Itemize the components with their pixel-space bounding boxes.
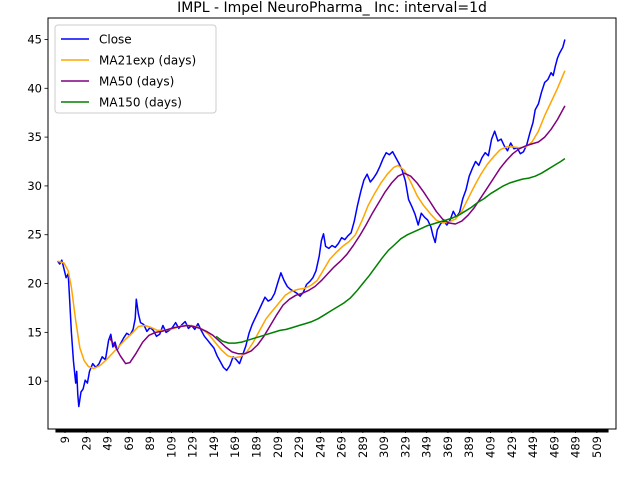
x-tick-label-15: 309 <box>377 436 391 458</box>
x-tick-label-6: 129 <box>186 436 200 458</box>
x-tick-label-20: 409 <box>483 436 497 458</box>
y-tick-label-6: 40 <box>27 81 42 95</box>
legend-label-0: Close <box>99 33 132 47</box>
x-tick-label-14: 289 <box>356 436 370 458</box>
x-tick-label-1: 29 <box>79 436 93 451</box>
y-tick-label-1: 15 <box>27 325 42 339</box>
legend-label-2: MA50 (days) <box>99 75 174 89</box>
series-line-3 <box>215 157 566 344</box>
series-line-2 <box>109 105 566 365</box>
y-tick-label-4: 30 <box>27 179 42 193</box>
x-tick-label-25: 509 <box>590 436 604 458</box>
legend-label-3: MA150 (days) <box>99 96 182 110</box>
legend-box <box>54 24 217 114</box>
x-tick-label-19: 389 <box>462 436 476 458</box>
y-tick-label-7: 45 <box>27 32 42 46</box>
x-tick-label-17: 349 <box>420 436 434 458</box>
x-tick-label-4: 89 <box>143 436 157 451</box>
x-tick-label-10: 209 <box>271 436 285 458</box>
series-line-0 <box>56 39 566 408</box>
x-tick-label-2: 49 <box>101 436 115 451</box>
y-tick-label-2: 20 <box>27 277 42 291</box>
x-tick-label-12: 249 <box>313 436 327 458</box>
x-tick-label-24: 489 <box>569 436 583 458</box>
x-axis: 9 29 49 69 89 109 129 149 169 189 209 229 249 269 289 3… <box>55 429 609 458</box>
y-tick-label-5: 35 <box>27 130 42 144</box>
x-tick-label-16: 329 <box>398 436 412 458</box>
x-tick-label-22: 449 <box>526 436 540 458</box>
x-tick-label-18: 369 <box>441 436 455 458</box>
x-tick-label-5: 109 <box>164 436 178 458</box>
series-layer <box>56 39 566 408</box>
x-tick-label-8: 169 <box>228 436 242 458</box>
series-line-1 <box>57 70 566 370</box>
x-tick-label-0: 9 <box>58 436 72 443</box>
x-tick-label-11: 229 <box>292 436 306 458</box>
legend-label-1: MA21exp (days) <box>99 54 196 68</box>
chart-title: IMPL - Impel NeuroPharma_ Inc: interval=… <box>177 0 487 16</box>
y-axis: 10 15 20 25 30 35 40 45 <box>27 32 48 388</box>
x-tick-label-23: 469 <box>547 436 561 458</box>
x-tick-label-3: 69 <box>122 436 136 451</box>
x-tick-label-21: 429 <box>505 436 519 458</box>
x-tick-label-13: 269 <box>335 436 349 458</box>
y-tick-label-3: 25 <box>27 228 42 242</box>
x-tick-label-9: 189 <box>249 436 263 458</box>
x-minor-ticks <box>55 429 609 433</box>
y-tick-label-0: 10 <box>27 374 42 388</box>
legend: Close MA21exp (days) MA50 (days) MA150 (day… <box>54 24 217 114</box>
x-tick-label-7: 149 <box>207 436 221 458</box>
